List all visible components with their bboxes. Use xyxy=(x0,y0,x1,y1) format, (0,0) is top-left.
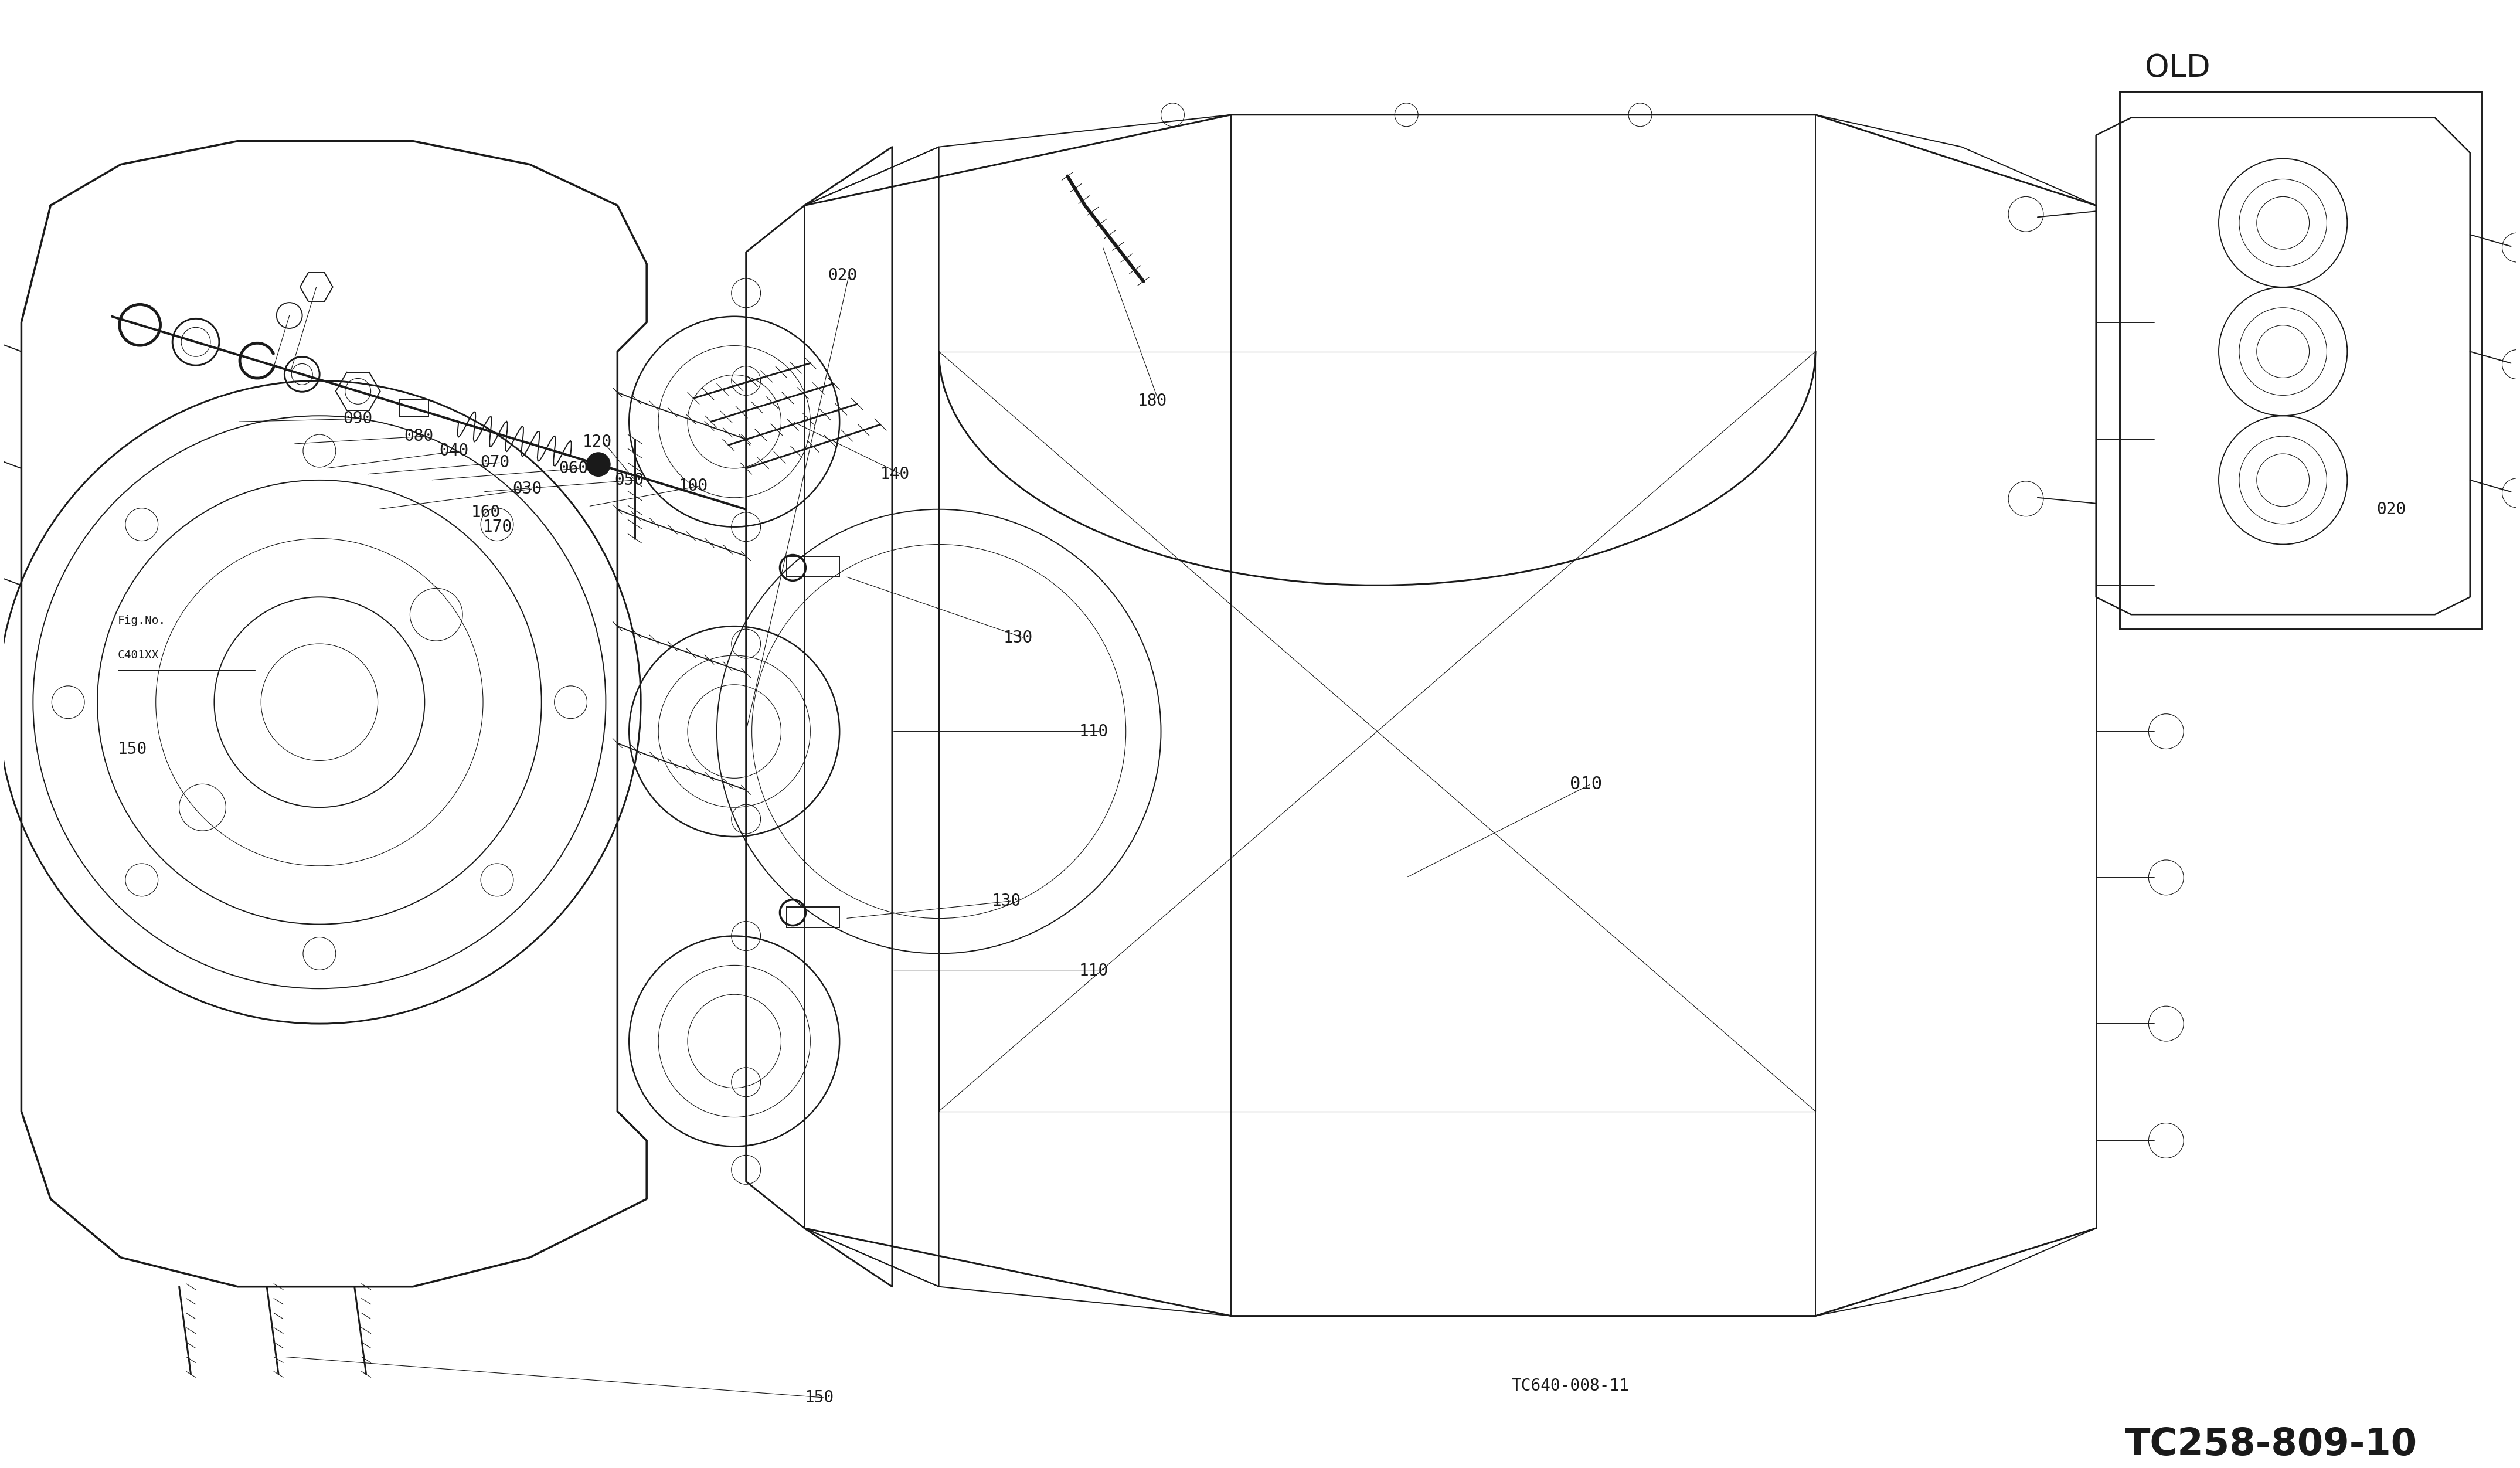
Bar xyxy=(786,556,839,577)
Text: OLD: OLD xyxy=(2145,53,2210,84)
Bar xyxy=(786,907,839,928)
Text: 020: 020 xyxy=(829,267,857,283)
Bar xyxy=(2119,91,2482,630)
Text: 160: 160 xyxy=(471,504,501,521)
Text: 050: 050 xyxy=(615,471,645,489)
Text: 070: 070 xyxy=(481,455,509,471)
Text: 010: 010 xyxy=(1570,775,1603,793)
Bar xyxy=(398,401,428,417)
Text: TC258-809-10: TC258-809-10 xyxy=(2124,1427,2417,1462)
Text: 090: 090 xyxy=(343,411,373,427)
Text: 020: 020 xyxy=(2376,501,2407,518)
Text: 180: 180 xyxy=(1137,393,1167,410)
Text: 130: 130 xyxy=(990,893,1021,909)
Text: 110: 110 xyxy=(1079,963,1109,979)
Text: 110: 110 xyxy=(1079,724,1109,740)
Text: 120: 120 xyxy=(582,435,612,451)
Text: 150: 150 xyxy=(804,1390,834,1406)
Text: 150: 150 xyxy=(118,741,146,757)
Text: C401XX: C401XX xyxy=(118,650,159,661)
Text: 040: 040 xyxy=(438,443,469,459)
Text: 030: 030 xyxy=(512,480,542,498)
Text: TC640-008-11: TC640-008-11 xyxy=(1512,1378,1628,1395)
Text: 060: 060 xyxy=(559,459,590,477)
Text: 100: 100 xyxy=(678,477,708,495)
Text: 170: 170 xyxy=(484,518,512,534)
Circle shape xyxy=(587,452,610,476)
Text: 130: 130 xyxy=(1003,630,1033,646)
Text: 140: 140 xyxy=(879,465,910,483)
Text: Fig.No.: Fig.No. xyxy=(118,615,166,625)
Text: 080: 080 xyxy=(403,429,433,445)
